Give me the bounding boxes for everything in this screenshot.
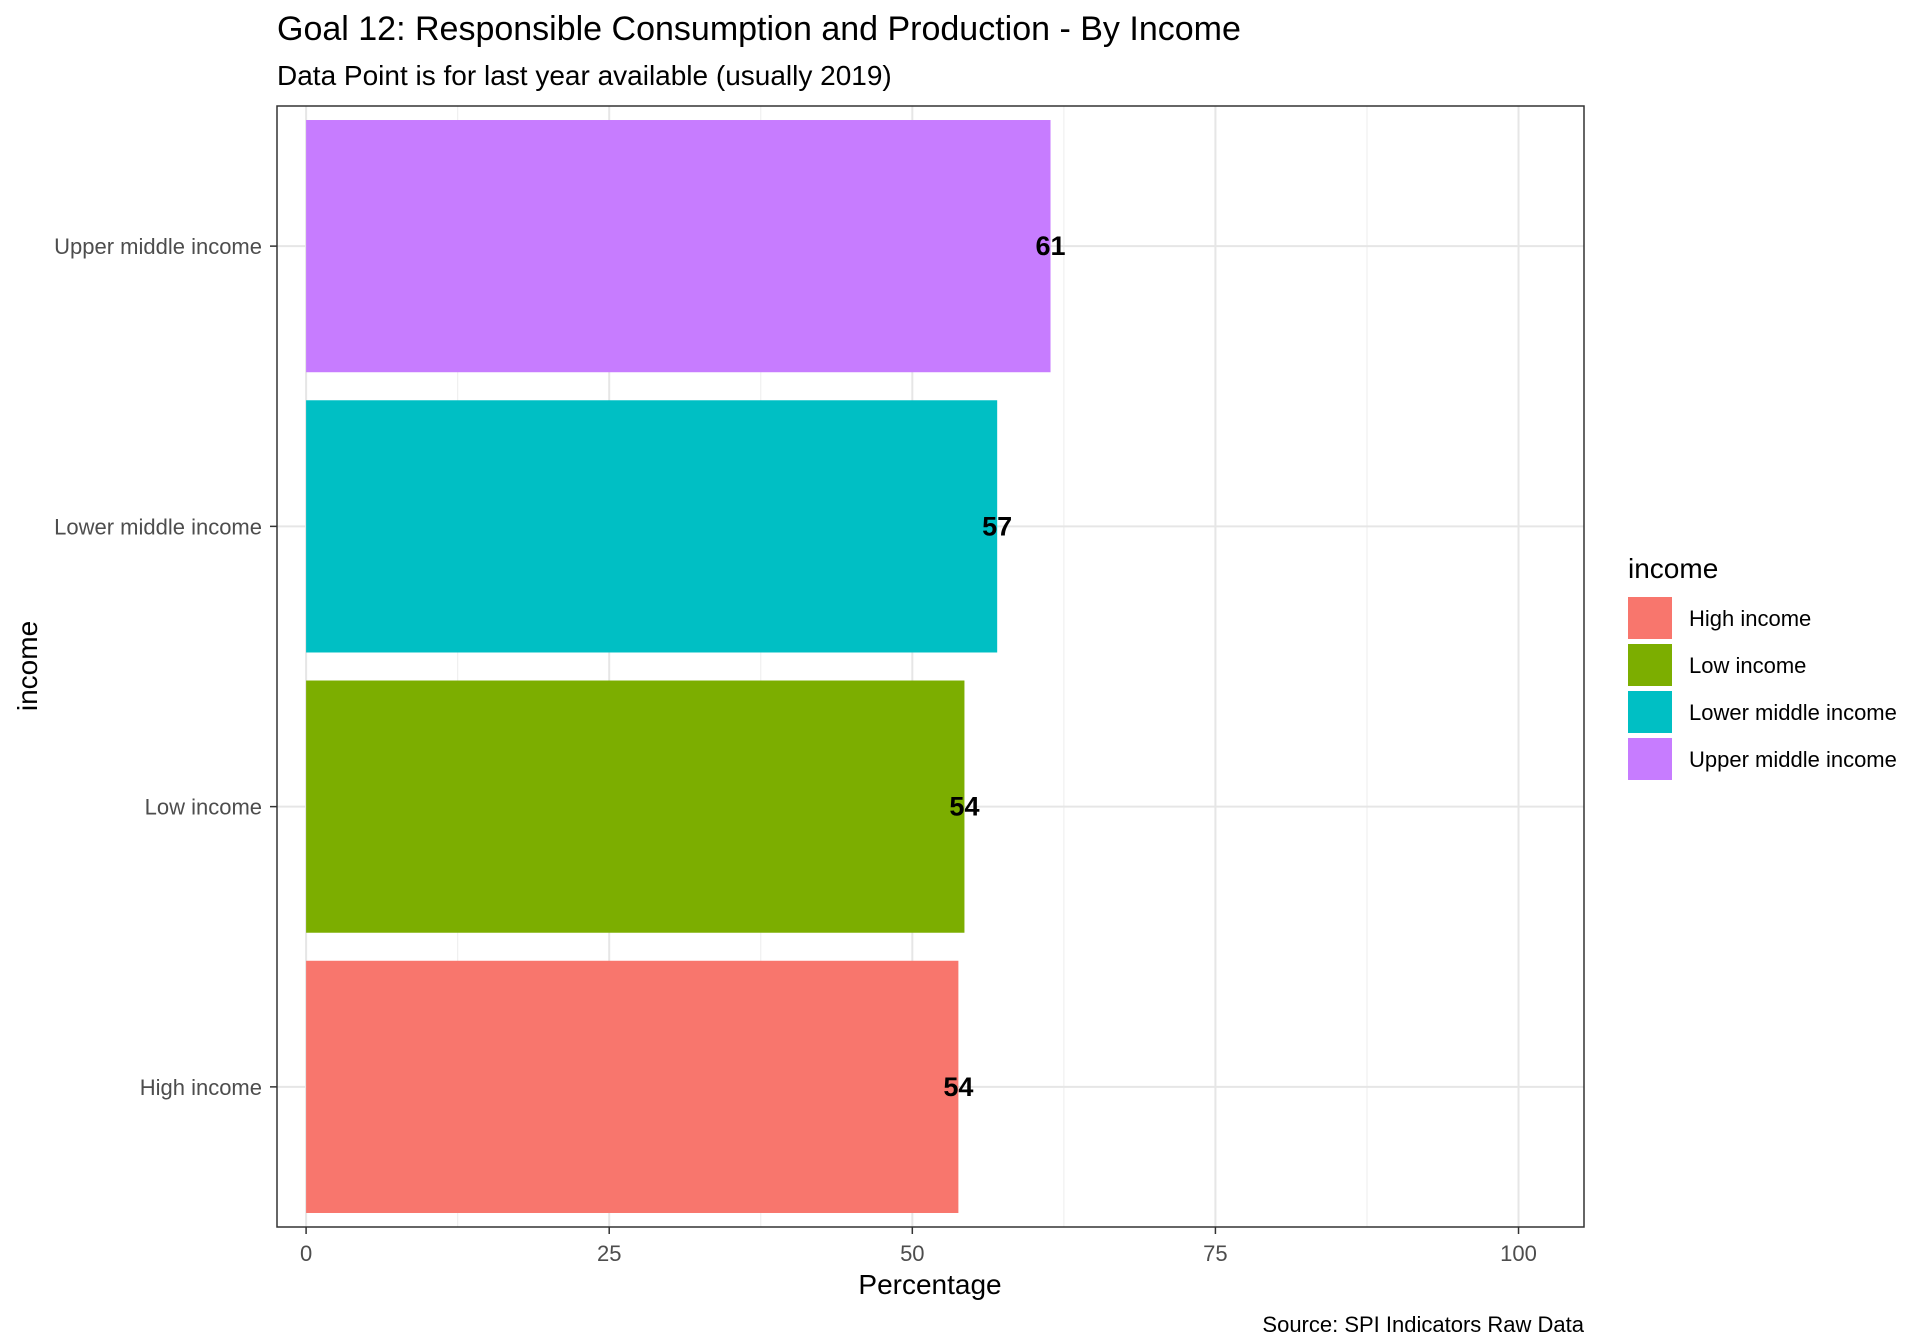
y-tick-label: Low income: [145, 795, 262, 820]
legend-label: Upper middle income: [1689, 747, 1897, 772]
bar: [306, 120, 1051, 373]
chart-subtitle: Data Point is for last year available (u…: [277, 60, 892, 91]
x-tick-label: 100: [1500, 1241, 1537, 1266]
chart-title: Goal 12: Responsible Consumption and Pro…: [277, 10, 1241, 48]
x-axis: 0 25 50 75 100: [300, 1227, 1537, 1266]
x-tick-label: 0: [300, 1241, 312, 1266]
legend-swatch: [1628, 738, 1672, 780]
data-label: 57: [982, 511, 1012, 541]
bar: [306, 960, 959, 1213]
bar: [306, 680, 965, 933]
y-tick-label: High income: [140, 1075, 262, 1100]
bar-labels: 54 54 57 61: [943, 231, 1065, 1102]
legend-label: High income: [1689, 606, 1811, 631]
bar: [306, 400, 998, 653]
x-tick-label: 50: [900, 1241, 924, 1266]
legend-title: income: [1628, 553, 1718, 584]
data-label: 54: [943, 1072, 973, 1102]
x-tick-label: 25: [597, 1241, 621, 1266]
y-axis-title: income: [12, 621, 43, 711]
x-tick-label: 75: [1203, 1241, 1227, 1266]
x-axis-title: Percentage: [858, 1269, 1001, 1300]
chart-caption: Source: SPI Indicators Raw Data: [1262, 1312, 1584, 1337]
plot-border: [276, 105, 1585, 1228]
y-axis: High income Low income Lower middle income…: [54, 234, 277, 1100]
data-label: 54: [949, 792, 979, 822]
legend-swatch: [1628, 644, 1672, 686]
legend-swatch: [1628, 691, 1672, 733]
legend-label: Lower middle income: [1689, 700, 1897, 725]
y-tick-label: Upper middle income: [54, 234, 262, 259]
legend: income High income Low income Lower middle…: [1628, 553, 1897, 780]
legend-label: Low income: [1689, 653, 1806, 678]
y-tick-label: Lower middle income: [54, 514, 262, 539]
bars: [306, 120, 1051, 1213]
data-label: 61: [1036, 231, 1066, 261]
legend-swatch: [1628, 597, 1672, 639]
